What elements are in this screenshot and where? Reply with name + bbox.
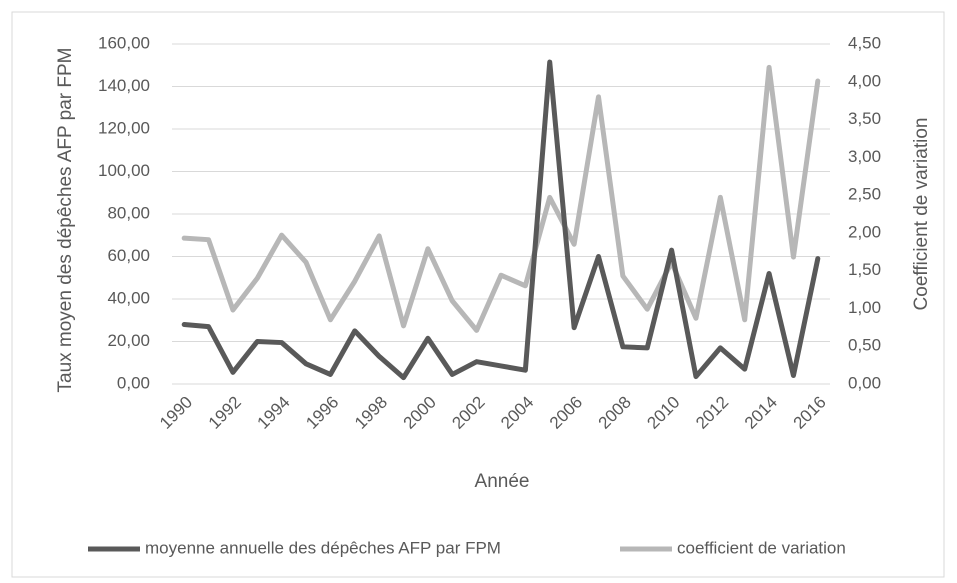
y2-tick-label: 3,50	[848, 109, 881, 128]
chart-border	[11, 11, 945, 578]
x-axis-label: Année	[475, 471, 530, 492]
y-tick-label: 40,00	[107, 288, 150, 307]
y2-axis-label: Coefficient de variation	[911, 118, 932, 311]
y-axis-label: Taux moyen des dépêches AFP par FPM	[55, 48, 76, 393]
y-tick-label: 80,00	[107, 203, 150, 222]
y-tick-label: 100,00	[98, 161, 150, 180]
y2-tick-label: 4,50	[848, 33, 881, 52]
y-tick-label: 160,00	[98, 33, 150, 52]
y-tick-label: 140,00	[98, 76, 150, 95]
y2-tick-label: 0,50	[848, 336, 881, 355]
y-tick-label: 120,00	[98, 118, 150, 137]
series-line	[181, 64, 821, 333]
y2-tick-label: 1,00	[848, 298, 881, 317]
legend-label: coefficient de variation	[677, 538, 846, 557]
y2-tick-label: 4,00	[848, 71, 881, 90]
y2-tick-label: 0,00	[848, 373, 881, 392]
y2-tick-label: 2,00	[848, 222, 881, 241]
y2-tick-label: 3,00	[848, 147, 881, 166]
series-line	[181, 59, 821, 381]
y-tick-label: 20,00	[107, 331, 150, 350]
y-tick-label: 0,00	[117, 373, 150, 392]
y2-tick-label: 2,50	[848, 185, 881, 204]
y-tick-label: 60,00	[107, 246, 150, 265]
y2-tick-label: 1,50	[848, 260, 881, 279]
legend-label: moyenne annuelle des dépêches AFP par FP…	[145, 538, 501, 557]
